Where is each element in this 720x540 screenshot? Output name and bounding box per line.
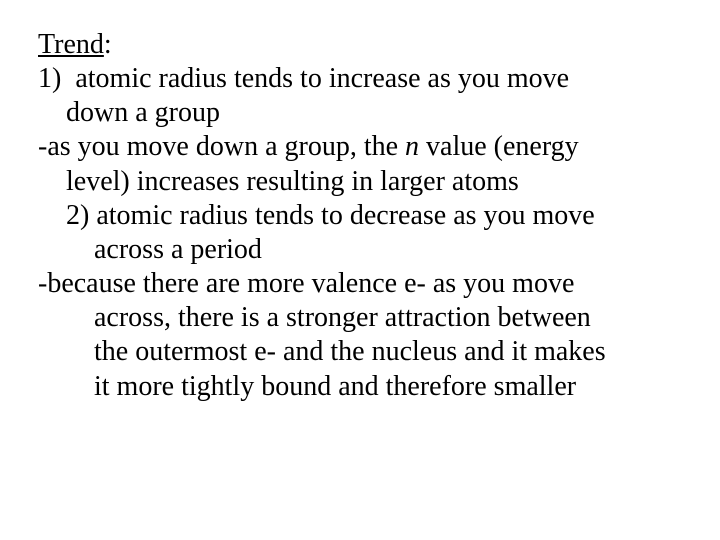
exp2-text3: the outermost e- and the nucleus and it … xyxy=(94,336,606,367)
exp2-line2: across, there is a stronger attraction b… xyxy=(38,301,682,335)
item2-text2: across a period xyxy=(94,234,262,265)
exp1-text1a: -as you move down a group, the xyxy=(38,131,405,162)
slide-body: Trend: 1) atomic radius tends to increas… xyxy=(0,0,720,404)
exp2-line3: the outermost e- and the nucleus and it … xyxy=(38,335,682,369)
exp2-line1: -because there are more valence e- as yo… xyxy=(38,267,682,301)
exp1-line1: -as you move down a group, the n value (… xyxy=(38,130,682,164)
exp2-text4: it more tightly bound and therefore smal… xyxy=(94,371,576,402)
heading-colon: : xyxy=(104,29,112,60)
item2-line1: 2) atomic radius tends to decrease as yo… xyxy=(38,199,682,233)
exp1-line2: level) increases resulting in larger ato… xyxy=(38,165,682,199)
exp1-n: n xyxy=(405,131,419,162)
item1-line1: 1) atomic radius tends to increase as yo… xyxy=(38,62,682,96)
exp1-text1b: value (energy xyxy=(419,131,579,162)
item2-number: 2) xyxy=(66,200,89,231)
exp2-text1: -because there are more valence e- as yo… xyxy=(38,268,574,299)
item1-text1: atomic radius tends to increase as you m… xyxy=(75,63,569,94)
item2-text1: atomic radius tends to decrease as you m… xyxy=(96,200,594,231)
exp2-line4: it more tightly bound and therefore smal… xyxy=(38,370,682,404)
item1-text2: down a group xyxy=(66,97,220,128)
item1-number: 1) xyxy=(38,63,61,94)
exp2-text2: across, there is a stronger attraction b… xyxy=(94,302,591,333)
exp1-text2: level) increases resulting in larger ato… xyxy=(66,166,519,197)
item2-line2: across a period xyxy=(38,233,682,267)
heading-line: Trend: xyxy=(38,28,682,62)
item1-line2: down a group xyxy=(38,96,682,130)
heading-text: Trend xyxy=(38,29,104,60)
